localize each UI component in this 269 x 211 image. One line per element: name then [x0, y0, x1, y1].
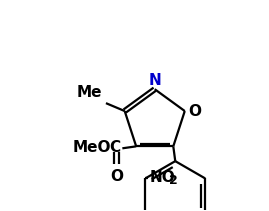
- Text: 2: 2: [169, 174, 178, 187]
- Text: O: O: [110, 169, 123, 184]
- Text: C: C: [109, 140, 121, 155]
- Text: MeO: MeO: [73, 140, 111, 155]
- Text: NO: NO: [149, 170, 175, 185]
- Text: O: O: [189, 104, 202, 119]
- Text: Me: Me: [76, 85, 102, 100]
- Text: N: N: [148, 73, 161, 88]
